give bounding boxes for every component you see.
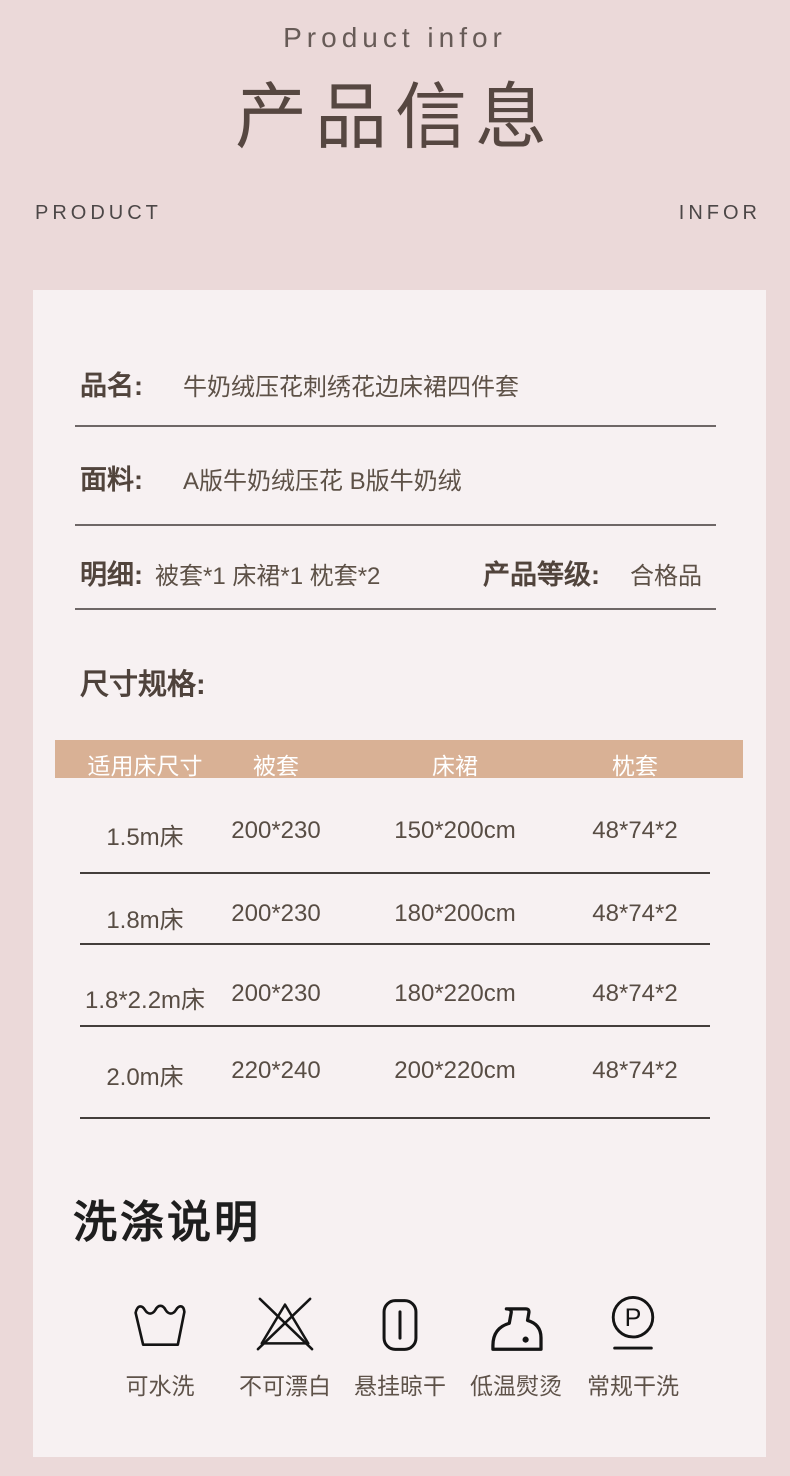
row-divider (80, 1117, 710, 1119)
table-cell: 1.5m床 (106, 824, 184, 851)
wash-item-label: 不可漂白 (239, 1373, 331, 1399)
field-grade-value: 合格品 (630, 563, 702, 590)
field-name-label: 品名: (80, 371, 143, 401)
row-divider (80, 872, 710, 874)
table-cell: 200*230 (231, 980, 321, 1007)
row-divider (80, 943, 710, 945)
size-table-header: 适用床尺寸 被套 床裙 枕套 (55, 740, 743, 779)
field-detail-value: 被套*1 床裙*1 枕套*2 (155, 563, 381, 590)
wash-item: P 常规干洗 (578, 1289, 688, 1401)
wash-item-label: 可水洗 (125, 1373, 195, 1399)
header-cell-bed-size: 适用床尺寸 (87, 753, 203, 779)
wash-item-label: 低温熨烫 (470, 1373, 562, 1399)
divider (75, 425, 716, 427)
table-cell: 48*74*2 (592, 1057, 678, 1084)
table-cell: 180*220cm (394, 980, 516, 1007)
table-cell: 150*200cm (394, 817, 516, 844)
wash-item-label: 常规干洗 (587, 1373, 679, 1399)
header-cell-duvet-cover: 被套 (253, 753, 299, 779)
field-name-value: 牛奶绒压花刺绣花边床裙四件套 (183, 374, 519, 401)
table-cell: 2.0m床 (106, 1064, 184, 1091)
wash-item: 低温熨烫 (461, 1289, 571, 1401)
no-bleach-icon (230, 1289, 340, 1355)
iron-low-icon (461, 1289, 571, 1355)
table-cell: 1.8m床 (106, 907, 184, 934)
divider (75, 608, 716, 610)
hang-dry-icon (345, 1289, 455, 1355)
table-cell: 200*230 (231, 900, 321, 927)
product-subtitle-en: Product infor (283, 22, 507, 53)
table-row: 1.8m床 200*230 180*200cm 48*74*2 (33, 900, 766, 934)
divider (75, 524, 716, 526)
size-spec-title: 尺寸规格: (80, 669, 206, 701)
page-title: 产品信息 (234, 78, 555, 158)
info-panel: 品名: 牛奶绒压花刺绣花边床裙四件套 面料: A版牛奶绒压花 B版牛奶绒 明细:… (33, 290, 766, 1457)
header-cell-pillowcase: 枕套 (612, 753, 658, 779)
header-cell-bed-skirt: 床裙 (432, 753, 478, 779)
table-cell: 180*200cm (394, 900, 516, 927)
field-detail-label: 明细: (80, 560, 143, 590)
field-grade-label: 产品等级: (483, 560, 600, 590)
table-cell: 48*74*2 (592, 980, 678, 1007)
wash-item: 可水洗 (105, 1289, 215, 1401)
wash-item: 悬挂晾干 (345, 1289, 455, 1401)
table-row: 1.5m床 200*230 150*200cm 48*74*2 (33, 817, 766, 851)
table-cell: 200*230 (231, 817, 321, 844)
table-cell: 48*74*2 (592, 900, 678, 927)
table-cell: 48*74*2 (592, 817, 678, 844)
field-fabric-value: A版牛奶绒压花 B版牛奶绒 (183, 468, 462, 495)
wash-item-label: 悬挂晾干 (354, 1373, 446, 1399)
wash-item: 不可漂白 (230, 1289, 340, 1401)
table-cell: 220*240 (231, 1057, 321, 1084)
table-cell: 1.8*2.2m床 (84, 987, 206, 1014)
washing-instructions-title: 洗涤说明 (73, 1198, 261, 1247)
table-cell: 200*220cm (394, 1057, 516, 1084)
field-fabric-label: 面料: (80, 465, 143, 495)
row-divider (80, 1025, 710, 1027)
table-row: 2.0m床 220*240 200*220cm 48*74*2 (33, 1057, 766, 1091)
wash-tub-icon (105, 1289, 215, 1355)
corner-label-infor: INFOR (678, 202, 761, 224)
table-row: 1.8*2.2m床 200*230 180*220cm 48*74*2 (33, 980, 766, 1014)
corner-label-product: PRODUCT (35, 202, 162, 224)
svg-text:P: P (625, 1304, 642, 1332)
dry-clean-icon: P (578, 1289, 688, 1355)
